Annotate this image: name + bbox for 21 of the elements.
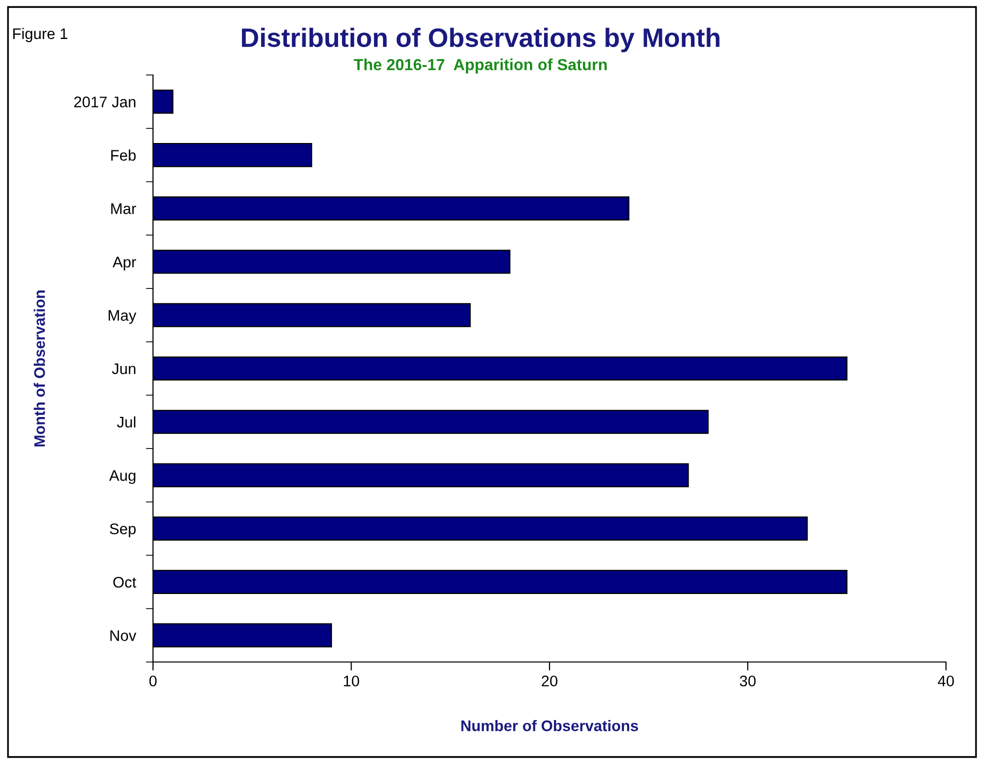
y-tick-label: Nov <box>110 630 136 642</box>
y-tick-label: 2017 Jan <box>74 96 136 108</box>
chart-title: Distribution of Observations by Month <box>242 28 720 52</box>
x-tick-label: 20 <box>542 676 558 686</box>
y-tick-label: Sep <box>110 523 136 538</box>
x-tick-label: 10 <box>344 676 360 686</box>
y-tick-label: Jul <box>117 416 136 428</box>
y-tick-label: Jun <box>112 364 136 374</box>
caption: Figure 1 <box>13 28 68 42</box>
chart-subtitle: The 2016-17 Apparition of Saturn <box>354 58 607 74</box>
x-axis-title: Number of Observations <box>461 720 638 732</box>
y-tick-label: Mar <box>111 203 136 214</box>
x-tick-label: 40 <box>938 676 954 686</box>
y-axis-title: Month of Observation <box>34 290 45 446</box>
y-tick-label: Feb <box>111 150 136 161</box>
x-tick-label: 0 <box>149 676 157 686</box>
y-tick-label: Apr <box>112 256 136 270</box>
y-tick-label: Oct <box>113 576 136 588</box>
x-tick-label: 30 <box>740 676 756 686</box>
y-tick-label: May <box>108 310 136 324</box>
y-tick-label: Aug <box>109 470 136 484</box>
